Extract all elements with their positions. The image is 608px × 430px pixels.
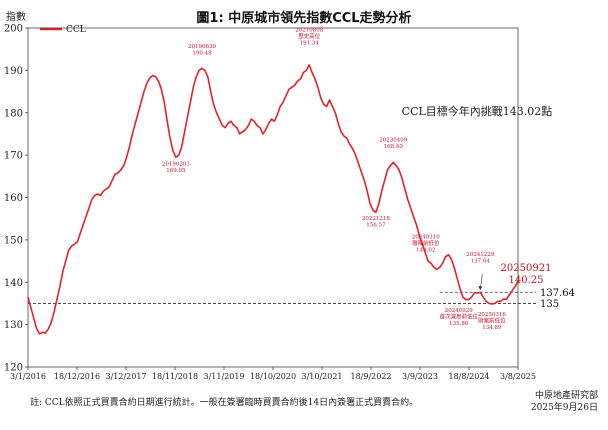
annotation-text: 135.86 bbox=[449, 321, 469, 327]
annotation-text: 20190203 bbox=[162, 161, 190, 167]
x-tick-label: 3/1/2016 bbox=[10, 372, 46, 381]
annotation-text: 20230409 bbox=[379, 137, 407, 143]
y-tick-label: 170 bbox=[4, 151, 23, 162]
annotation-text: 191.34 bbox=[300, 41, 320, 47]
annotation-text: 169.95 bbox=[166, 168, 186, 174]
x-axis: 3/1/2016 18/12/2016 3/12/2017 18/11/2018 3/1… bbox=[10, 367, 536, 381]
footnote: 註: CCL依照正式買賣合約日期進行統計。一般在簽署臨時買賣合約後14日內簽署正… bbox=[30, 396, 418, 408]
annotation-text: 20190630 bbox=[188, 44, 216, 50]
y-tick-label: 180 bbox=[4, 108, 23, 119]
annotation-text: 撤辣前低位 bbox=[412, 239, 440, 247]
annotation-text: 137.64 bbox=[471, 258, 491, 264]
annotation-arrowhead bbox=[478, 286, 483, 291]
y-tick-label: 140 bbox=[4, 278, 23, 289]
annotation-text: 140.25 bbox=[509, 275, 544, 286]
x-tick-label: 3/9/2023 bbox=[402, 372, 438, 381]
annotation-text: 20241229 bbox=[466, 252, 494, 258]
y-axis: 120 130 140 150 160 170 180 190 200 bbox=[4, 24, 28, 374]
annotation-text: 134.89 bbox=[482, 325, 502, 331]
reference-label: 137.64 bbox=[540, 288, 575, 299]
x-tick-label: 3/8/2025 bbox=[500, 372, 536, 381]
legend: CCL bbox=[40, 25, 86, 35]
y-tick-label: 190 bbox=[4, 66, 23, 77]
reference-label: 135 bbox=[540, 299, 559, 310]
y-tick-label: 160 bbox=[4, 193, 23, 204]
annotation-text: 20240310 bbox=[412, 234, 440, 240]
y-tick-label: 130 bbox=[4, 320, 23, 331]
x-tick-label: 18/11/2018 bbox=[152, 372, 198, 381]
annotation-text: 20240929 bbox=[445, 308, 473, 314]
x-tick-label: 18/8/2024 bbox=[448, 372, 489, 381]
target-text: CCL目標今年內挑戰143.02點 bbox=[402, 104, 553, 118]
annotation-text: 歷史高位 bbox=[298, 32, 321, 40]
annotation-text: 20210808 bbox=[295, 28, 323, 34]
x-tick-label: 3/12/2017 bbox=[105, 372, 146, 381]
x-tick-label: 3/11/2019 bbox=[203, 372, 244, 381]
x-tick-label: 18/10/2020 bbox=[250, 372, 296, 381]
y-tick-label: 150 bbox=[4, 235, 23, 246]
annotation-text: 20221218 bbox=[362, 216, 390, 222]
series-layer bbox=[27, 64, 519, 335]
legend-label: CCL bbox=[66, 25, 86, 35]
annotation-text: 168.40 bbox=[384, 144, 404, 150]
x-tick-label: 18/9/2022 bbox=[350, 372, 391, 381]
x-tick-label: 18/12/2016 bbox=[54, 372, 100, 381]
annotation-text: 20250316 bbox=[478, 312, 506, 318]
annotation-text: 143.02 bbox=[416, 247, 435, 253]
series-line-ccl bbox=[27, 64, 519, 335]
y-axis-label: 指數 bbox=[6, 10, 26, 23]
annotation-text: 財案前低位 bbox=[478, 316, 506, 324]
chart-title: 圖1: 中原城市領先指數CCL走勢分析 bbox=[196, 10, 411, 26]
y-tick-label: 120 bbox=[4, 363, 23, 374]
annotation-text: 20250921 bbox=[501, 263, 552, 274]
source-org: 中原地產研究部 bbox=[535, 389, 598, 401]
annotation-text: 190.48 bbox=[192, 50, 212, 56]
source-date: 2025年9月26日 bbox=[531, 401, 598, 413]
annotation-text: 首次減息前低位 bbox=[439, 312, 478, 320]
y-tick-label: 200 bbox=[4, 24, 23, 35]
annotation-text: 156.57 bbox=[366, 223, 386, 229]
x-tick-label: 3/10/2021 bbox=[301, 372, 342, 381]
